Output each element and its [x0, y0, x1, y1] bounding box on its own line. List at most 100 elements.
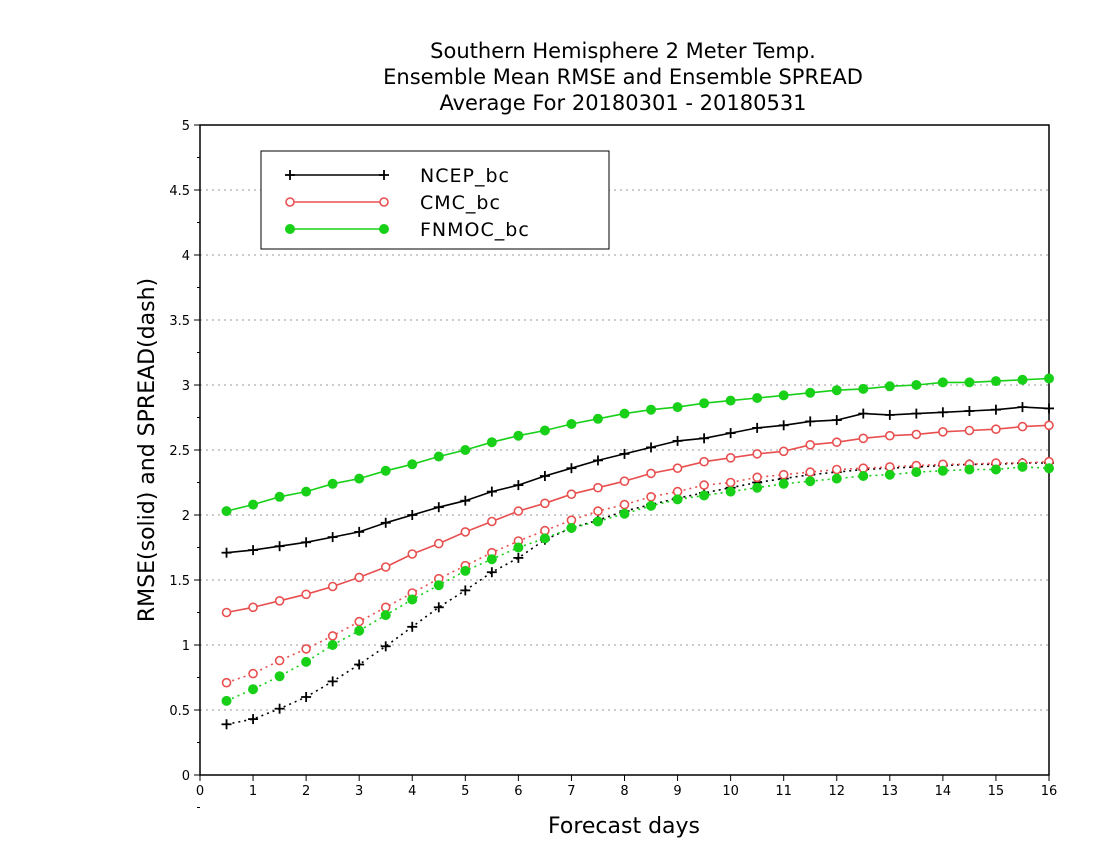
rmse-point-cmc-bc-24: [858, 433, 869, 444]
rmse-point-cmc-bc-20: [752, 449, 762, 459]
rmse-point-cmc-bc-19: [725, 452, 736, 463]
spread-point-fnmoc-bc-25: [884, 469, 895, 480]
y-tick-label-6: 3: [182, 379, 190, 394]
rmse-point-ncep-bc-23: [831, 415, 842, 426]
rmse-point-ncep-bc-7: [407, 510, 418, 520]
rmse-point-fnmoc-bc-29: [990, 376, 1001, 387]
spread-point-ncep-bc-6: [380, 641, 391, 652]
rmse-point-ncep-bc-29: [990, 404, 1001, 415]
spread-point-fnmoc-bc-8: [433, 580, 444, 591]
x-tick-label-3: 3: [355, 784, 363, 799]
spread-point-fnmoc-bc-12: [539, 533, 550, 544]
rmse-point-fnmoc-bc-8: [433, 451, 444, 462]
spread-point-ncep-bc-7: [407, 621, 418, 632]
y-tick-label-5: 2.5: [169, 444, 190, 459]
spread-point-cmc-bc-21: [778, 469, 789, 480]
rmse-line-cmc-bc: [226, 424, 1050, 614]
rmse-point-cmc-bc-15: [619, 476, 630, 487]
rmse-point-fnmoc-bc-17: [672, 402, 683, 413]
spread-point-fnmoc-bc-9: [460, 565, 471, 576]
rmse-point-ncep-bc-18: [699, 433, 710, 444]
spread-line-ncep-bc: [226, 462, 1049, 726]
x-tick-label-7: 7: [567, 784, 575, 799]
rmse-point-cmc-bc-26: [911, 429, 922, 440]
legend-marker-start-ncep-bc: [285, 170, 295, 180]
rmse-point-fnmoc-bc-18: [699, 398, 710, 409]
legend-label-fnmoc-bc: FNMOC_bc: [420, 219, 530, 241]
rmse-point-ncep-bc-5: [354, 526, 365, 537]
legend-box: [260, 150, 610, 250]
spread-point-fnmoc-bc-22: [805, 476, 816, 487]
rmse-point-fnmoc-bc-0: [221, 506, 232, 517]
spread-point-fnmoc-bc-28: [964, 464, 975, 475]
spread-point-fnmoc-bc-7: [407, 594, 418, 605]
rmse-point-ncep-bc-25: [884, 409, 895, 420]
y-tick-label-8: 4: [182, 249, 190, 264]
rmse-point-fnmoc-bc-5: [354, 473, 365, 484]
y-tick-label-2: 1: [182, 639, 190, 654]
y-tick-label-0: 0: [182, 769, 190, 784]
x-tick-label-6: 6: [514, 784, 522, 799]
chart-title-line-1: Southern Hemisphere 2 Meter Temp.: [430, 39, 816, 63]
spread-point-ncep-bc-10: [486, 567, 497, 578]
rmse-point-ncep-bc-1: [248, 545, 259, 556]
rmse-point-cmc-bc-31: [1044, 420, 1054, 431]
spread-point-cmc-bc-16: [646, 491, 656, 502]
rmse-point-cmc-bc-23: [831, 437, 842, 448]
y-tick-label-9: 4.5: [169, 184, 190, 199]
legend-label-cmc-bc: CMC_bc: [420, 192, 501, 214]
legend: NCEP_bc CMC_bc FNMOC_bc: [260, 150, 610, 250]
x-tick-label-13: 13: [882, 784, 899, 799]
rmse-point-cmc-bc-27: [938, 426, 948, 437]
rmse-point-fnmoc-bc-13: [566, 419, 577, 429]
spread-point-cmc-bc-12: [540, 525, 550, 536]
spread-point-fnmoc-bc-21: [778, 478, 789, 489]
rmse-point-fnmoc-bc-27: [937, 377, 948, 388]
legend-marker-end-fnmoc-bc: [379, 224, 389, 234]
spread-point-cmc-bc-18: [699, 480, 709, 490]
x-tick-label-1: 1: [249, 784, 257, 799]
spread-point-fnmoc-bc-4: [327, 640, 338, 650]
rmse-point-fnmoc-bc-2: [274, 491, 285, 502]
x-tick-label-0: 0: [196, 784, 204, 799]
rmse-point-ncep-bc-22: [805, 416, 816, 427]
x-tick-label-15: 15: [988, 784, 1005, 799]
spread-point-fnmoc-bc-0: [221, 695, 232, 706]
spread-point-cmc-bc-1: [248, 668, 258, 679]
rmse-point-ncep-bc-0: [221, 547, 232, 558]
rmse-point-fnmoc-bc-4: [327, 478, 338, 489]
rmse-point-cmc-bc-1: [248, 602, 258, 613]
rmse-point-ncep-bc-10: [486, 486, 497, 497]
spread-point-ncep-bc-5: [354, 659, 365, 670]
legend-marker-end-cmc-bc: [379, 197, 389, 207]
rmse-point-fnmoc-bc-9: [460, 445, 471, 455]
series-ncep-bc: [221, 402, 1054, 730]
spread-point-fnmoc-bc-18: [699, 490, 710, 501]
rmse-point-cmc-bc-12: [540, 498, 550, 509]
rmse-point-fnmoc-bc-22: [805, 387, 816, 398]
spread-point-ncep-bc-9: [460, 585, 471, 596]
y-tick-label-1: 0.5: [169, 704, 190, 719]
rmse-point-ncep-bc-31: [1044, 403, 1054, 414]
y-tick-label-4: 2: [182, 509, 190, 524]
chart-title-line-2: Ensemble Mean RMSE and Ensemble SPREAD: [383, 65, 863, 89]
x-tick-label-9: 9: [673, 784, 681, 799]
spread-point-cmc-bc-15: [619, 499, 630, 510]
rmse-point-cmc-bc-2: [274, 595, 285, 606]
x-tick-label-11: 11: [775, 784, 792, 799]
rmse-point-ncep-bc-17: [672, 435, 683, 446]
spread-point-cmc-bc-3: [301, 644, 311, 654]
rmse-point-fnmoc-bc-31: [1044, 373, 1054, 384]
rmse-line-fnmoc-bc: [226, 377, 1050, 512]
spread-point-fnmoc-bc-3: [301, 656, 312, 667]
rmse-point-ncep-bc-21: [778, 420, 789, 431]
spread-point-ncep-bc-11: [513, 552, 524, 563]
rmse-point-cmc-bc-18: [699, 456, 709, 467]
x-tick-label-2: 2: [302, 784, 310, 799]
rmse-point-cmc-bc-28: [964, 425, 975, 436]
rmse-point-cmc-bc-14: [593, 482, 603, 493]
rmse-point-fnmoc-bc-11: [513, 430, 524, 441]
rmse-point-cmc-bc-9: [460, 527, 471, 537]
y-tick-label-7: 3.5: [169, 314, 190, 329]
spread-point-fnmoc-bc-20: [752, 482, 763, 493]
